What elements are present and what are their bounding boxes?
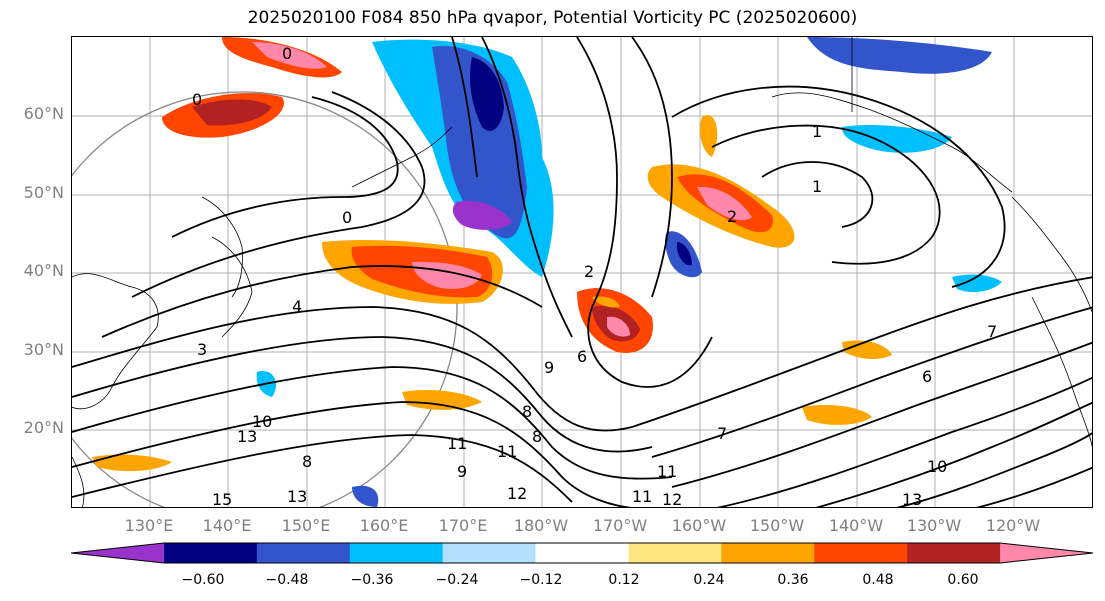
lon-label-160w: 160°W	[671, 516, 727, 535]
lat-label-20n: 20°N	[23, 418, 64, 437]
lon-label-180w: 180°W	[513, 516, 569, 535]
lon-label-130e: 130°E	[124, 516, 174, 535]
colorbar-segment	[907, 543, 1001, 563]
qvapor-shading	[92, 37, 1002, 507]
lat-label-30n: 30°N	[23, 340, 64, 359]
contour-label: 9	[457, 462, 467, 481]
colorbar-tick: 0.24	[693, 572, 725, 588]
colorbar-segment	[814, 543, 908, 563]
colorbar-segments	[71, 542, 1094, 564]
contour-label: 4	[292, 297, 302, 316]
contour-label: 0	[192, 90, 202, 109]
colorbar-tick: −0.36	[350, 572, 394, 588]
contour-label: 6	[922, 367, 932, 386]
contour-label: 8	[522, 402, 532, 421]
contour-label: 6	[577, 347, 587, 366]
contour-label: 11	[632, 487, 652, 506]
colorbar-segment	[442, 543, 537, 563]
colorbar-tick: −0.48	[265, 572, 309, 588]
contour-label: 8	[302, 452, 312, 471]
contour-label: 13	[237, 427, 257, 446]
map-canvas: 0 0 0 1 1 2 2 3 4 6 6 7 7 8 8 8 9 9 10 1…	[72, 37, 1092, 508]
contour-label: 0	[282, 44, 292, 63]
contour-label: 0	[342, 208, 352, 227]
contour-label: 2	[727, 207, 737, 226]
colorbar-tick: 0.60	[947, 572, 979, 588]
colorbar-extend-left	[71, 543, 164, 563]
lon-label-120w: 120°W	[985, 516, 1041, 535]
colorbar	[71, 542, 1094, 564]
contour-labels: 0 0 0 1 1 2 2 3 4 6 6 7 7 8 8 8 9 9 10 1…	[192, 44, 997, 508]
contour-label: 10	[252, 412, 272, 431]
contour-label: 11	[447, 434, 467, 453]
contour-label: 7	[987, 322, 997, 341]
contour-label: 11	[657, 462, 677, 481]
contour-label: 3	[197, 340, 207, 359]
lon-label-130w: 130°W	[906, 516, 962, 535]
lat-label-50n: 50°N	[23, 183, 64, 202]
lat-label-40n: 40°N	[23, 261, 64, 280]
colorbar-segment	[256, 543, 351, 563]
colorbar-tick: −0.24	[435, 572, 479, 588]
colorbar-tick: −0.60	[181, 572, 225, 588]
colorbar-segment	[163, 543, 258, 563]
lon-label-140w: 140°W	[828, 516, 884, 535]
map-panel: 0 0 0 1 1 2 2 3 4 6 6 7 7 8 8 8 9 9 10 1…	[71, 36, 1093, 508]
contour-label: 9	[544, 358, 554, 377]
contour-label: 10	[927, 457, 947, 476]
colorbar-segment	[535, 543, 629, 563]
contour-label: 11	[497, 442, 517, 461]
lon-label-150w: 150°W	[749, 516, 805, 535]
contour-label: 1	[812, 122, 822, 141]
lon-label-170e: 170°E	[438, 516, 488, 535]
contour-label: 13	[287, 487, 307, 506]
contour-label: 1	[812, 177, 822, 196]
colorbar-tick: −0.12	[519, 572, 563, 588]
lon-label-140e: 140°E	[202, 516, 252, 535]
reference-circle	[72, 91, 458, 507]
contour-label: 8	[532, 427, 542, 446]
contour-label: 12	[507, 484, 527, 503]
contour-label: 7	[717, 424, 727, 443]
colorbar-outline	[71, 542, 1094, 564]
lon-label-160e: 160°E	[359, 516, 409, 535]
coastlines	[72, 37, 1092, 507]
colorbar-segment	[349, 543, 444, 563]
plot-title: 2025020100 F084 850 hPa qvapor, Potentia…	[247, 8, 858, 28]
contour-label: 12	[662, 490, 682, 508]
contour-label: 2	[584, 262, 594, 281]
colorbar-tick: 0.12	[608, 572, 640, 588]
colorbar-tick: 0.36	[777, 572, 809, 588]
pv-contours	[72, 37, 1092, 507]
lat-label-60n: 60°N	[23, 104, 64, 123]
colorbar-tick: 0.48	[862, 572, 894, 588]
lon-label-170w: 170°W	[592, 516, 648, 535]
contour-label: 15	[212, 490, 232, 508]
colorbar-extend-right	[1000, 543, 1093, 563]
colorbar-segment	[721, 543, 815, 563]
colorbar-segment	[628, 543, 722, 563]
lon-label-150e: 150°E	[281, 516, 331, 535]
contour-label: 13	[902, 490, 922, 508]
